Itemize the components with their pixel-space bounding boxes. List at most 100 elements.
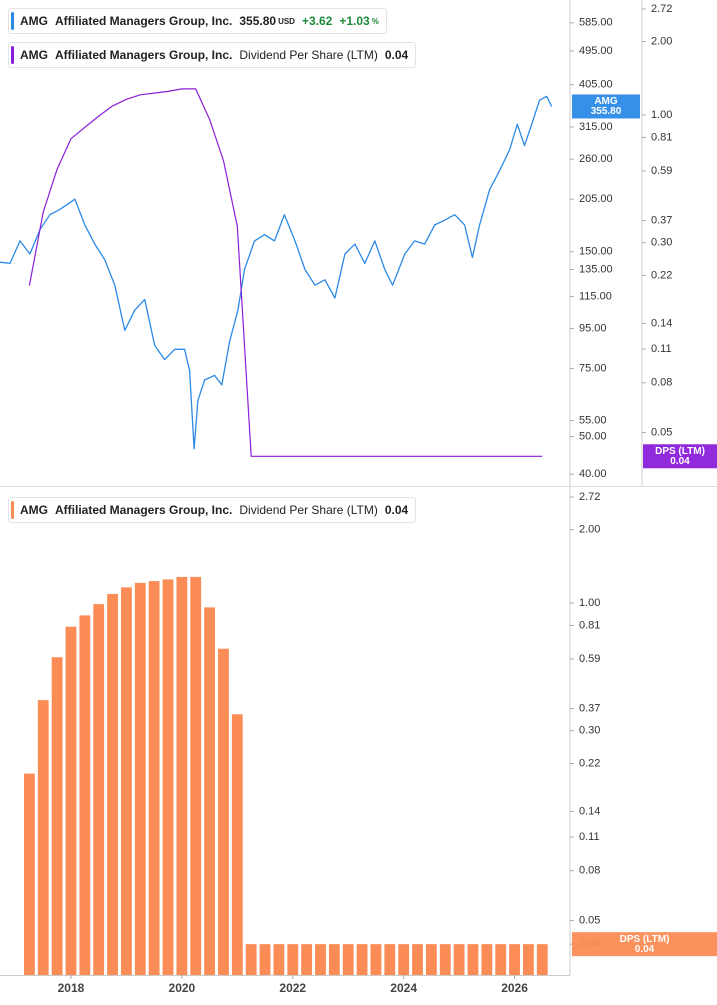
bar — [425, 944, 437, 975]
bar — [204, 607, 215, 975]
y-tick-label: 260.00 — [579, 153, 613, 165]
x-tick-label: 2026 — [501, 981, 528, 995]
y-tick-label: 0.22 — [579, 757, 600, 769]
legend-dps-bars: AMG Affiliated Managers Group, Inc. Divi… — [8, 497, 417, 523]
company: Affiliated Managers Group, Inc. — [55, 14, 233, 28]
bar — [259, 944, 271, 975]
legend-swatch — [11, 46, 14, 64]
bar — [523, 944, 534, 975]
badge-label: DPS (LTM) — [620, 934, 670, 945]
y-tick-label: 50.00 — [579, 431, 607, 443]
y-tick-label: 585.00 — [579, 17, 613, 29]
x-tick-label: 2018 — [58, 981, 85, 995]
y-tick-label: 1.00 — [579, 597, 600, 609]
bar — [453, 944, 465, 975]
bar — [301, 944, 313, 975]
y-tick-label: 205.00 — [579, 193, 613, 205]
bar — [23, 773, 35, 975]
value-badge — [643, 444, 717, 469]
badge-value: 0.04 — [670, 456, 690, 467]
bar — [328, 944, 340, 975]
y-tick-label: 0.08 — [579, 865, 600, 877]
bar — [412, 944, 423, 975]
bar — [107, 593, 118, 975]
y-tick-label: 495.00 — [579, 45, 613, 57]
y-tick-label: 0.81 — [579, 619, 600, 631]
bar — [245, 944, 257, 975]
legend-swatch — [11, 12, 14, 30]
price-line — [0, 95, 553, 450]
y-tick-label: 315.00 — [579, 121, 613, 133]
bar — [356, 944, 368, 975]
series-name: Dividend Per Share (LTM) — [239, 503, 378, 517]
y-tick-label: 0.81 — [651, 131, 672, 143]
currency: USD — [278, 16, 295, 26]
change: +3.62 — [301, 14, 333, 28]
dps-line — [28, 88, 543, 457]
y-tick-label: 0.30 — [579, 725, 600, 737]
bar — [121, 587, 132, 975]
y-tick-label: 0.11 — [579, 831, 600, 843]
y-tick-label: 40.00 — [579, 468, 607, 480]
bar — [65, 626, 77, 975]
bar — [315, 944, 326, 975]
ticker: AMG — [20, 48, 48, 62]
bar — [495, 944, 507, 975]
bar — [190, 576, 202, 975]
y-tick-label: 150.00 — [579, 246, 613, 258]
y-tick-label: 2.72 — [651, 3, 672, 15]
badge-value: 355.80 — [591, 106, 622, 117]
legend-price: AMG Affiliated Managers Group, Inc. 355.… — [8, 8, 387, 34]
pct-unit: % — [371, 16, 379, 26]
y-tick-label: 0.22 — [651, 269, 672, 281]
bar — [79, 615, 91, 975]
value-badge — [572, 932, 717, 957]
y-tick-label: 0.14 — [651, 317, 672, 329]
y-tick-label: 0.59 — [579, 653, 600, 665]
bar — [342, 944, 354, 975]
bar — [384, 944, 396, 975]
x-tick-label: 2020 — [169, 981, 196, 995]
change-pct: +1.03 — [339, 14, 370, 28]
bar — [273, 944, 285, 975]
y-tick-label: 0.08 — [651, 377, 672, 389]
y-tick-label: 0.11 — [651, 343, 672, 355]
y-tick-label: 2.72 — [579, 491, 600, 503]
ticker: AMG — [20, 503, 48, 517]
bar — [231, 714, 243, 975]
y-tick-label: 0.14 — [579, 805, 600, 817]
y-tick-label: 0.37 — [579, 702, 600, 714]
bar — [37, 700, 49, 975]
bar — [93, 604, 105, 975]
bar — [509, 944, 520, 975]
bar — [134, 582, 146, 975]
y-tick-label: 405.00 — [579, 79, 613, 91]
y-tick-label: 115.00 — [579, 290, 612, 302]
bar — [218, 648, 229, 975]
bar — [481, 944, 493, 975]
y-tick-label: 0.05 — [651, 427, 672, 439]
x-tick-label: 2024 — [390, 981, 417, 995]
bar — [51, 657, 63, 975]
bar — [287, 944, 299, 975]
y-tick-label: 95.00 — [579, 323, 607, 335]
value-badge — [572, 94, 640, 119]
badge-value: 0.04 — [635, 944, 655, 955]
company: Affiliated Managers Group, Inc. — [55, 48, 233, 62]
bar — [439, 944, 451, 975]
y-tick-label: 0.30 — [651, 237, 672, 249]
bar — [162, 579, 174, 975]
price: 355.80 — [239, 14, 277, 28]
company: Affiliated Managers Group, Inc. — [55, 503, 233, 517]
y-tick-label: 0.05 — [579, 914, 600, 926]
y-tick-label: 55.00 — [579, 414, 607, 426]
y-tick-label: 2.00 — [651, 35, 672, 47]
bar — [176, 576, 188, 975]
y-tick-label: 75.00 — [579, 362, 607, 374]
badge-label: AMG — [594, 96, 618, 107]
bar — [148, 581, 160, 975]
y-tick-label: 135.00 — [579, 263, 613, 275]
y-tick-label: 2.00 — [579, 524, 600, 536]
